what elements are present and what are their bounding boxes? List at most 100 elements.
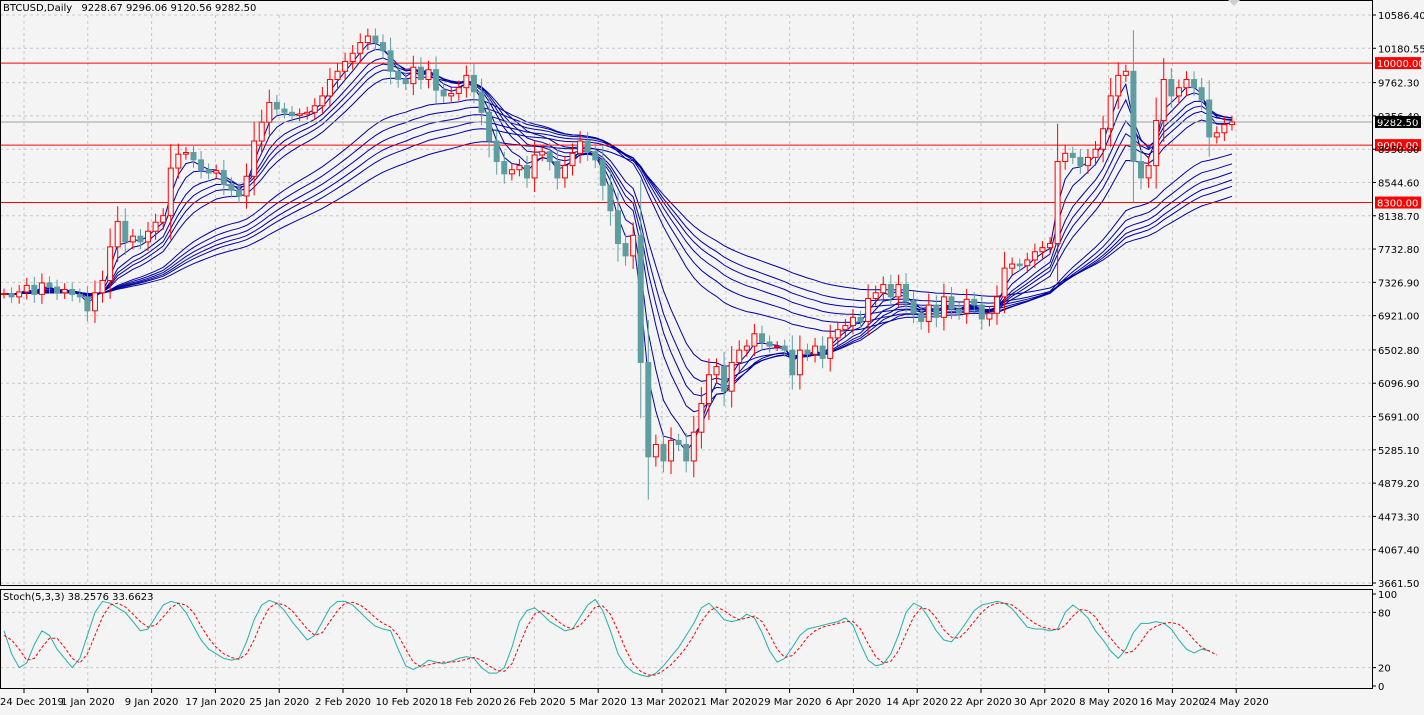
candle-body xyxy=(614,210,621,245)
x-tick-label: 1 Jan 2020 xyxy=(61,697,115,708)
candle-body xyxy=(84,296,91,312)
candle-body xyxy=(1077,156,1084,167)
x-tick-label: 14 Apr 2020 xyxy=(886,697,948,708)
y-tick-label: 5285.10 xyxy=(1378,446,1419,457)
candle-body xyxy=(577,140,584,154)
candle-body xyxy=(1001,267,1008,298)
candle-body xyxy=(834,329,841,339)
candle-body xyxy=(766,341,773,347)
candle-body xyxy=(470,74,477,93)
candle-body xyxy=(705,374,712,404)
candle-body xyxy=(1228,121,1235,126)
candle-body xyxy=(228,183,235,191)
candle-body xyxy=(804,349,811,355)
y-tick-label: 5691.00 xyxy=(1378,413,1419,424)
candle-body xyxy=(978,304,985,320)
candle-body xyxy=(145,230,152,243)
candle-body xyxy=(781,345,788,351)
x-tick-label: 24 May 2020 xyxy=(1204,697,1269,708)
y-tick-label: 7326.90 xyxy=(1378,278,1419,289)
candle-body xyxy=(660,444,667,462)
candle-body xyxy=(789,349,796,376)
candle-body xyxy=(561,165,568,179)
candle-body xyxy=(266,101,273,123)
candle-body xyxy=(516,165,523,171)
candle-body xyxy=(713,366,720,376)
x-tick-label: 16 May 2020 xyxy=(1140,697,1205,708)
candle-body xyxy=(857,316,864,322)
x-tick-label: 10 Feb 2020 xyxy=(376,697,438,708)
candle-body xyxy=(546,151,553,163)
ma-line xyxy=(3,63,1233,397)
candle-body xyxy=(827,337,834,359)
candle-body xyxy=(342,60,349,72)
candle-body xyxy=(296,113,303,117)
candle-body xyxy=(372,35,379,44)
candle-body xyxy=(1024,259,1031,267)
candle-body xyxy=(433,69,440,91)
stoch-y-tick-label: 80 xyxy=(1378,608,1391,619)
y-tick-label: 6096.90 xyxy=(1378,379,1419,390)
horizontal-levels: 10000.00 9000.00 8300.00 9282.50 xyxy=(0,57,1424,210)
ma-line xyxy=(3,57,1233,413)
symbol-label: BTCUSD,Daily 9228.67 9296.06 9120.56 928… xyxy=(3,3,256,14)
candle-body xyxy=(122,220,129,243)
level-tag xyxy=(1375,139,1421,152)
candle-body xyxy=(99,279,106,294)
candle-body xyxy=(508,169,515,175)
candle-body xyxy=(61,288,68,294)
candle-body xyxy=(31,284,38,295)
candle-body xyxy=(1016,263,1023,267)
candle-body xyxy=(1168,79,1175,97)
candle-body xyxy=(281,108,288,113)
candle-body xyxy=(690,431,697,462)
ma-line xyxy=(3,121,1233,309)
candle-body xyxy=(956,308,963,314)
candle-body xyxy=(933,304,940,318)
ma-line xyxy=(3,69,1233,382)
candle-body xyxy=(865,298,872,322)
candle-body xyxy=(91,292,98,312)
candle-body xyxy=(69,288,76,295)
candle-body xyxy=(1206,99,1213,138)
x-tick-label: 17 Jan 2020 xyxy=(185,697,245,708)
candle-body xyxy=(1069,152,1076,158)
candle-body xyxy=(273,101,280,110)
candle-body xyxy=(1100,128,1107,150)
level-tag-label: 10000.00 xyxy=(1377,59,1424,70)
candle-body xyxy=(774,345,781,348)
grid xyxy=(0,14,1372,686)
level-tag-label: 9000.00 xyxy=(1377,141,1418,152)
candle-body xyxy=(1009,263,1016,269)
candle-body xyxy=(23,284,30,293)
candle-body xyxy=(721,366,728,392)
candle-body xyxy=(319,95,326,107)
candle-body xyxy=(205,169,212,174)
x-tick-label: 26 Feb 2020 xyxy=(503,697,565,708)
stoch-main-line xyxy=(3,598,1210,678)
candle-body xyxy=(114,220,121,248)
current-price-label: 9282.50 xyxy=(1377,118,1418,129)
candle-body xyxy=(1115,74,1122,97)
chart-shift-icon[interactable] xyxy=(1228,0,1240,6)
candle-body xyxy=(448,92,455,97)
ohlc-text: 9228.67 9296.06 9120.56 9282.50 xyxy=(81,3,256,14)
candle-body xyxy=(1175,87,1182,97)
y-tick-label: 8950.00 xyxy=(1378,145,1419,156)
candle-body xyxy=(395,70,402,81)
candle-body xyxy=(326,79,333,97)
ma-line xyxy=(3,141,1233,297)
candle-body xyxy=(380,42,386,52)
candle-body xyxy=(501,161,508,175)
y-tick-label: 6502.80 xyxy=(1378,346,1419,357)
candle-body xyxy=(1213,132,1220,138)
candle-body xyxy=(1047,243,1054,249)
candle-body xyxy=(1122,70,1129,76)
candle-body xyxy=(948,296,955,310)
candle-body xyxy=(986,312,993,320)
candle-body xyxy=(736,349,743,363)
candle-body xyxy=(410,66,417,85)
